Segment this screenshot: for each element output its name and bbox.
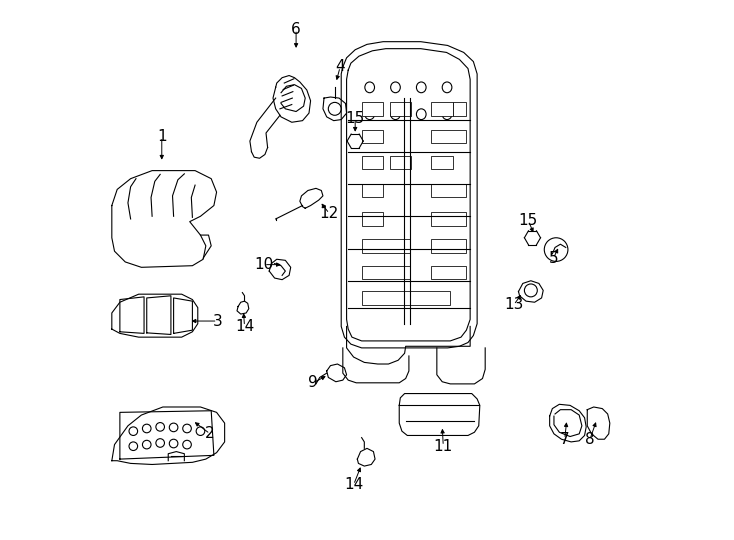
Text: 1: 1	[157, 129, 167, 144]
Bar	[362, 266, 410, 279]
Bar	[362, 212, 383, 226]
Bar	[432, 239, 466, 253]
Text: 4: 4	[335, 59, 345, 75]
Bar	[362, 184, 383, 197]
Text: 7: 7	[560, 431, 570, 447]
Text: 15: 15	[346, 111, 365, 126]
Text: 14: 14	[344, 477, 363, 492]
Bar	[362, 291, 450, 305]
Text: 14: 14	[235, 319, 254, 334]
Bar	[390, 102, 411, 116]
Text: 5: 5	[548, 251, 559, 266]
Text: 15: 15	[518, 213, 538, 228]
Text: 2: 2	[206, 427, 215, 441]
Text: 3: 3	[213, 314, 222, 328]
Text: 9: 9	[308, 375, 318, 390]
Text: 13: 13	[504, 298, 523, 313]
Bar	[432, 184, 466, 197]
Text: 11: 11	[434, 438, 453, 454]
Bar	[432, 266, 466, 279]
Text: 10: 10	[254, 257, 274, 272]
Bar	[362, 130, 383, 144]
Bar	[362, 102, 383, 116]
Bar	[362, 239, 410, 253]
Bar	[362, 156, 383, 169]
Text: 12: 12	[320, 206, 339, 221]
Bar	[432, 212, 466, 226]
Bar	[432, 156, 453, 169]
Bar	[390, 156, 411, 169]
Bar	[432, 102, 453, 116]
Bar	[453, 102, 466, 116]
Text: 6: 6	[291, 22, 301, 37]
Text: 8: 8	[585, 431, 595, 447]
Bar	[432, 130, 466, 144]
